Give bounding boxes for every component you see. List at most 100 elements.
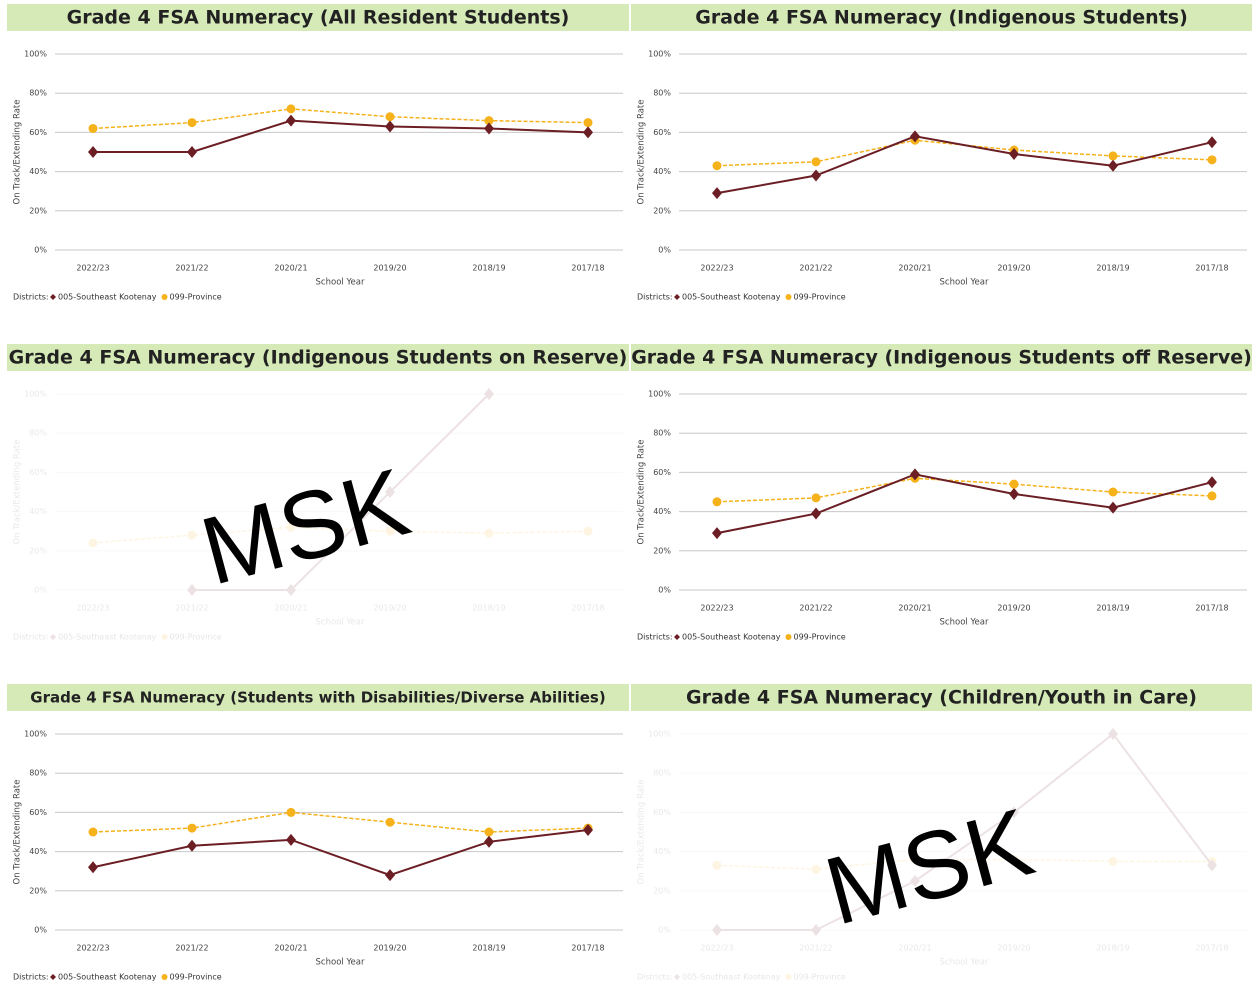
x-tick-label: 2021/22 [799, 264, 832, 273]
point-marker [910, 854, 920, 864]
point-marker [1108, 728, 1118, 740]
x-tick-label: 2022/23 [700, 944, 733, 953]
x-tick-label: 2019/20 [997, 264, 1030, 273]
y-tick-label: 60% [29, 468, 47, 477]
y-tick-label: 100% [648, 390, 671, 399]
legend-swatch [785, 294, 792, 300]
point-marker [286, 584, 296, 596]
point-marker [1207, 491, 1217, 501]
legend-title: Districts: [13, 293, 49, 302]
point-marker [187, 584, 197, 596]
y-tick-label: 80% [29, 89, 47, 98]
point-marker [583, 126, 593, 139]
y-axis-label: On Track/Extending Rate [637, 780, 647, 885]
point-marker [712, 187, 722, 200]
legend-label: 099-Province [169, 633, 221, 642]
legend-label: 099-Province [793, 633, 845, 642]
point-marker [811, 924, 821, 936]
point-marker [712, 161, 722, 171]
point-marker [385, 120, 395, 133]
point-marker [484, 528, 494, 538]
y-tick-label: 0% [34, 586, 47, 595]
point-marker [910, 468, 920, 481]
plot: 0% 20% 40% 60% 80% 100% On Track/Extending Rat… [13, 388, 623, 642]
legend-title: Districts: [637, 293, 673, 302]
title-bar [631, 344, 1252, 371]
point-marker [811, 493, 821, 503]
x-axis-label: School Year [316, 278, 365, 288]
x-tick-label: 2019/20 [997, 604, 1030, 613]
chart-title: Grade 4 FSA Numeracy (All Resident Stude… [67, 7, 570, 29]
x-tick-label: 2020/21 [898, 944, 931, 953]
legend-label: 099-Province [793, 973, 845, 982]
legend-title: Districts: [637, 633, 673, 642]
chart-panel: Grade 4 FSA Numeracy (Children/Youth in … [631, 684, 1252, 982]
legend-swatch [50, 974, 56, 980]
legend-swatch [785, 974, 792, 980]
y-axis-label: On Track/Extending Rate [637, 100, 647, 205]
legend-label: 005-Southeast Kootenay [58, 973, 157, 982]
x-tick-label: 2022/23 [76, 944, 109, 953]
legend-label: 099-Province [169, 293, 221, 302]
series-line [92, 526, 589, 544]
point-marker [811, 507, 821, 520]
point-marker [583, 118, 593, 128]
point-marker [1009, 487, 1019, 500]
point-marker [187, 530, 197, 540]
y-tick-label: 20% [653, 886, 671, 895]
plot: 0% 20% 40% 60% 80% 100% On Track/Extending Rat… [637, 390, 1247, 642]
point-marker [187, 146, 197, 158]
point-marker [187, 839, 197, 852]
point-marker [1207, 155, 1217, 165]
plot: 0% 20% 40% 60% 80% 100% On Track/Extending Rat… [637, 728, 1247, 982]
point-marker [187, 823, 197, 833]
point-marker [286, 807, 296, 817]
chart-panel: Grade 4 FSA Numeracy (Indigenous Student… [7, 344, 629, 642]
legend-title: Districts: [13, 633, 49, 642]
chart-title: Grade 4 FSA Numeracy (Indigenous Student… [631, 347, 1252, 369]
y-tick-label: 40% [653, 847, 671, 856]
series-line [716, 473, 1213, 535]
point-marker [484, 388, 494, 400]
legend-swatch [50, 634, 56, 640]
legend-label: 005-Southeast Kootenay [682, 293, 781, 302]
legend-label: 099-Province [793, 293, 845, 302]
y-tick-label: 80% [29, 429, 47, 438]
legend-label: 005-Southeast Kootenay [682, 973, 781, 982]
legend-swatch [674, 634, 680, 640]
y-tick-label: 60% [653, 808, 671, 817]
point-marker [88, 861, 98, 874]
title-bar [631, 684, 1252, 711]
point-marker [1108, 856, 1118, 866]
legend-title: Districts: [637, 973, 673, 982]
series-line [716, 135, 1213, 195]
x-tick-label: 2017/18 [571, 944, 604, 953]
point-marker [286, 114, 296, 127]
x-tick-label: 2019/20 [373, 264, 406, 273]
y-tick-label: 80% [653, 429, 671, 438]
y-tick-label: 80% [653, 769, 671, 778]
point-marker [385, 817, 395, 827]
chart-title: Grade 4 FSA Numeracy (Indigenous Student… [9, 347, 628, 369]
x-tick-label: 2017/18 [1195, 604, 1228, 613]
point-marker [712, 860, 722, 870]
point-marker [811, 157, 821, 167]
point-marker [286, 833, 296, 846]
y-tick-label: 40% [653, 167, 671, 176]
point-marker [712, 924, 722, 936]
y-tick-label: 20% [29, 546, 47, 555]
point-marker [286, 104, 296, 114]
legend-label: 005-Southeast Kootenay [58, 293, 157, 302]
x-tick-label: 2018/19 [1096, 604, 1129, 613]
x-tick-label: 2017/18 [1195, 944, 1228, 953]
y-tick-label: 0% [658, 586, 671, 595]
point-marker [1009, 479, 1019, 489]
legend-swatch [674, 974, 680, 980]
chart-panel: Grade 4 FSA Numeracy (All Resident Stude… [7, 4, 629, 302]
legend-swatch [161, 294, 168, 300]
series-line [716, 477, 1213, 503]
point-marker [484, 122, 494, 135]
series-line [92, 811, 589, 833]
chart-panel: Grade 4 FSA Numeracy (Indigenous Student… [631, 344, 1252, 642]
chart-title: Grade 4 FSA Numeracy (Students with Disa… [30, 689, 605, 707]
